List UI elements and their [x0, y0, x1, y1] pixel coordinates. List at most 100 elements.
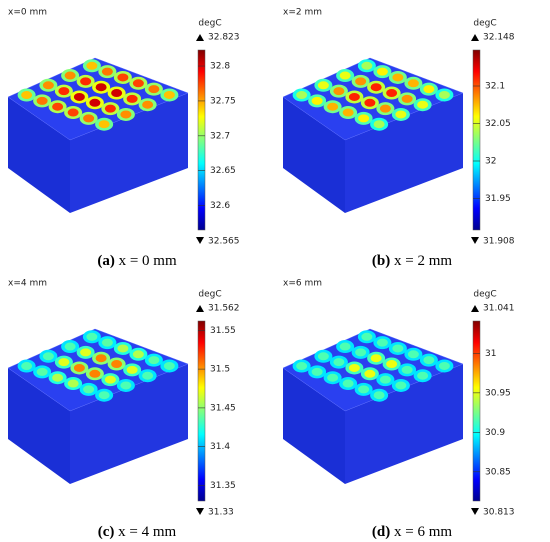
cell-core [89, 369, 101, 378]
cell-core [86, 332, 98, 341]
cell-core [126, 94, 138, 103]
colorbar-min: 31.33 [208, 508, 234, 518]
cell-core [417, 371, 429, 380]
colorbar-tick-label: 31.4 [210, 442, 230, 452]
cell-core [64, 71, 76, 80]
colorbar-tick-label: 31 [485, 349, 496, 359]
panel-header: x=6 mm [283, 279, 322, 289]
panel: x=6 mm degC 31.041 30.813 30.85 30.9 30.95 31 (d… [282, 279, 515, 540]
cell-core [142, 371, 154, 380]
cell-core [132, 350, 144, 359]
colorbar-max: 32.148 [483, 33, 515, 43]
colorbar-tick-label: 32.05 [485, 119, 511, 129]
cell-core [423, 356, 435, 365]
cell-core [111, 360, 123, 369]
panel: x=4 mm degC 31.562 31.33 31.35 31.4 31.45 31.5 3… [7, 279, 240, 540]
caption-text: x = 6 mm [394, 524, 452, 540]
cell-core [339, 342, 351, 351]
min-marker [196, 508, 204, 515]
caption-text: x = 4 mm [118, 524, 176, 540]
cell-core [86, 61, 98, 70]
cell-core [104, 375, 116, 384]
colorbar-tick-label: 32.75 [210, 96, 236, 106]
cell-core [348, 363, 360, 372]
cell-core [311, 96, 323, 105]
cell-core [364, 98, 376, 107]
cell-core [83, 114, 95, 123]
colorbar-max: 31.562 [208, 304, 240, 314]
cell-core [36, 367, 48, 376]
cell-core [126, 365, 138, 374]
cell-core [73, 92, 85, 101]
cell-core [423, 85, 435, 94]
block-right-face [70, 93, 188, 213]
colorbar-tick-label: 32 [485, 157, 496, 167]
cell-core [395, 381, 407, 390]
cell-core [101, 67, 113, 76]
min-marker [471, 237, 479, 244]
colorbar-unit: degC [198, 19, 221, 29]
cell-core [333, 87, 345, 96]
colorbar-min: 32.565 [208, 237, 240, 247]
cell-core [142, 100, 154, 109]
max-marker [471, 305, 479, 312]
colorbar-tick-label: 31.95 [485, 194, 511, 204]
cell-core [379, 375, 391, 384]
cell-core [58, 87, 70, 96]
colorbar-tick-label: 31.5 [210, 365, 230, 375]
cell-core [373, 391, 385, 400]
colorbar-unit: degC [473, 290, 496, 300]
cell-core [386, 360, 398, 369]
cell-core [392, 73, 404, 82]
cell-core [401, 94, 413, 103]
cell-core [355, 77, 367, 86]
caption: (c) x = 4 mm [98, 524, 177, 540]
cell-core [64, 342, 76, 351]
cell-core [342, 379, 354, 388]
cell-core [148, 356, 160, 365]
block-right-face [70, 364, 188, 484]
panel: x=0 mm degC 32.823 32.565 32.6 32.65 32.7 32.75… [7, 8, 240, 269]
colorbar-tick-label: 32.65 [210, 166, 236, 176]
colorbar [472, 49, 481, 231]
cell-core [386, 89, 398, 98]
cell-core [401, 365, 413, 374]
cell-core [364, 369, 376, 378]
block-right-face [345, 364, 463, 484]
colorbar-tick-label: 32.8 [210, 62, 230, 72]
cell-core [132, 79, 144, 88]
cell-core [117, 73, 129, 82]
cell-core [355, 348, 367, 357]
max-marker [471, 34, 479, 41]
colorbar-tick-label: 30.9 [485, 428, 505, 438]
block-left-face [8, 97, 70, 213]
cell-core [58, 358, 70, 367]
cell-core [370, 354, 382, 363]
cell-core [392, 344, 404, 353]
cell-core [379, 104, 391, 113]
panel-header: x=2 mm [283, 8, 322, 18]
cell-core [117, 344, 129, 353]
colorbar-min: 30.813 [483, 508, 515, 518]
colorbar-unit: degC [473, 19, 496, 29]
caption-label: (b) [372, 253, 390, 269]
cell-core [376, 67, 388, 76]
block-left-face [8, 368, 70, 484]
colorbar-max: 32.823 [208, 33, 240, 43]
cell-core [348, 92, 360, 101]
cell-core [120, 110, 132, 119]
colorbar-max: 31.041 [483, 304, 515, 314]
colorbar-tick-label: 32.1 [485, 82, 505, 92]
cell-core [98, 391, 110, 400]
cell-core [395, 110, 407, 119]
cell-core [296, 362, 308, 371]
caption: (a) x = 0 mm [97, 253, 177, 269]
caption-text: x = 0 mm [119, 253, 177, 269]
cell-core [95, 354, 107, 363]
colorbar-tick-label: 30.85 [485, 467, 511, 477]
cell-core [89, 98, 101, 107]
colorbar-tick-label: 31.45 [210, 403, 236, 413]
cell-core [120, 381, 132, 390]
block-left-face [283, 368, 345, 484]
